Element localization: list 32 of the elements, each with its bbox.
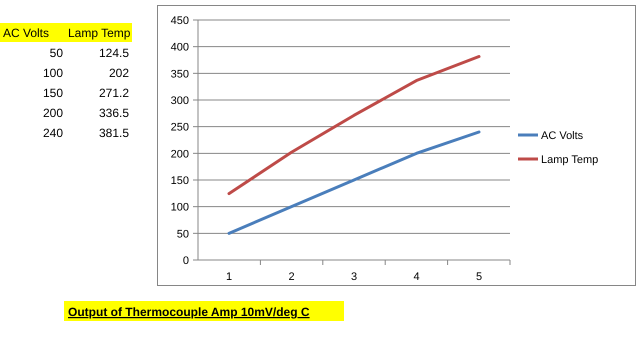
text: 240 (42, 126, 64, 140)
text: 336.5 (98, 106, 130, 120)
y-tick-label: 350 (170, 68, 189, 80)
text: 100 (42, 66, 64, 80)
text: Output of Thermocouple Amp 10mV/deg C (68, 305, 310, 319)
y-tick-label: 150 (170, 175, 189, 187)
legend-label: Lamp Temp (541, 154, 598, 166)
x-tick-label: 5 (476, 271, 482, 283)
text: 271.2 (98, 86, 130, 100)
y-tick-label: 450 (170, 15, 189, 27)
y-tick-label: 0 (182, 255, 189, 267)
x-tick-label: 4 (413, 271, 420, 283)
y-tick-label: 250 (170, 122, 189, 134)
y-tick-label: 100 (170, 202, 189, 214)
x-tick-label: 2 (288, 271, 295, 283)
text: 150 (42, 86, 64, 100)
line-series (228, 130, 480, 235)
text: 381.5 (98, 126, 130, 140)
y-tick-label: 50 (176, 228, 189, 240)
text: AC Volts (3, 26, 50, 40)
x-tick-label: 3 (350, 271, 358, 283)
legend-label: AC Volts (541, 130, 584, 142)
text: 124.5 (98, 46, 130, 60)
y-tick-label: 200 (170, 148, 189, 160)
x-tick-label: 1 (226, 271, 232, 283)
text: Lamp Temp (68, 26, 131, 40)
y-tick-label: 300 (170, 95, 189, 107)
text: 200 (42, 106, 64, 120)
line-series (228, 55, 480, 196)
text: 202 (108, 66, 130, 80)
text: 50 (50, 46, 64, 60)
y-tick-label: 400 (170, 42, 189, 54)
